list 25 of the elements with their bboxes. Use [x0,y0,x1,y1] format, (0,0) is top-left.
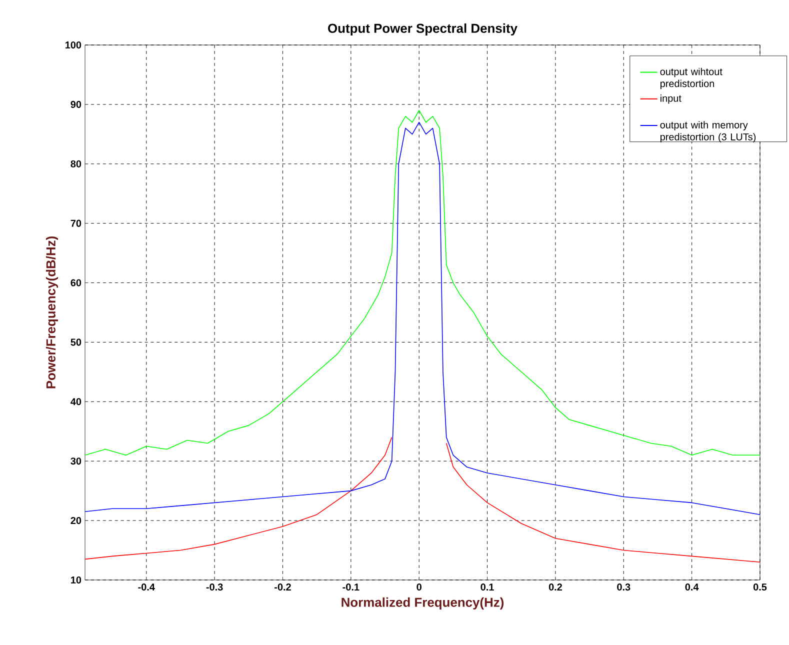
y-tick-label: 50 [70,338,82,346]
x-tick-label: 0.1 [480,584,494,591]
legend-label: input [660,94,682,104]
y-tick-label: 90 [70,100,82,108]
y-tick-label: 100 [65,41,82,49]
y-axis-title: Power/Frequency(dB/Hz) [46,236,58,388]
x-tick-label: 0.2 [548,584,562,591]
x-tick-label: 0.4 [685,584,699,591]
y-tick-label: 20 [70,517,82,524]
y-tick-label: 30 [70,458,82,465]
x-tick-label: 0.3 [617,584,630,591]
x-tick-label: -0.4 [138,584,155,591]
y-tick-label: 60 [70,279,82,286]
x-tick-label: 0.5 [753,584,767,591]
x-axis-title: Normalized Frequency(Hz) [342,597,504,610]
y-tick-label: 10 [71,576,82,584]
y-tick-label: 70 [70,220,82,227]
chart-title: Output Power Spectral Density [328,23,518,36]
x-tick-label: -0.3 [206,584,223,591]
y-tick-label: 40 [70,398,82,406]
x-tick-label: -0.2 [274,584,291,591]
legend-label: output with memory predistortion (3 LUTs) [660,121,756,142]
x-tick-label: 0 [416,584,422,591]
y-tick-label: 80 [70,160,82,168]
x-tick-label: -0.1 [342,584,360,591]
